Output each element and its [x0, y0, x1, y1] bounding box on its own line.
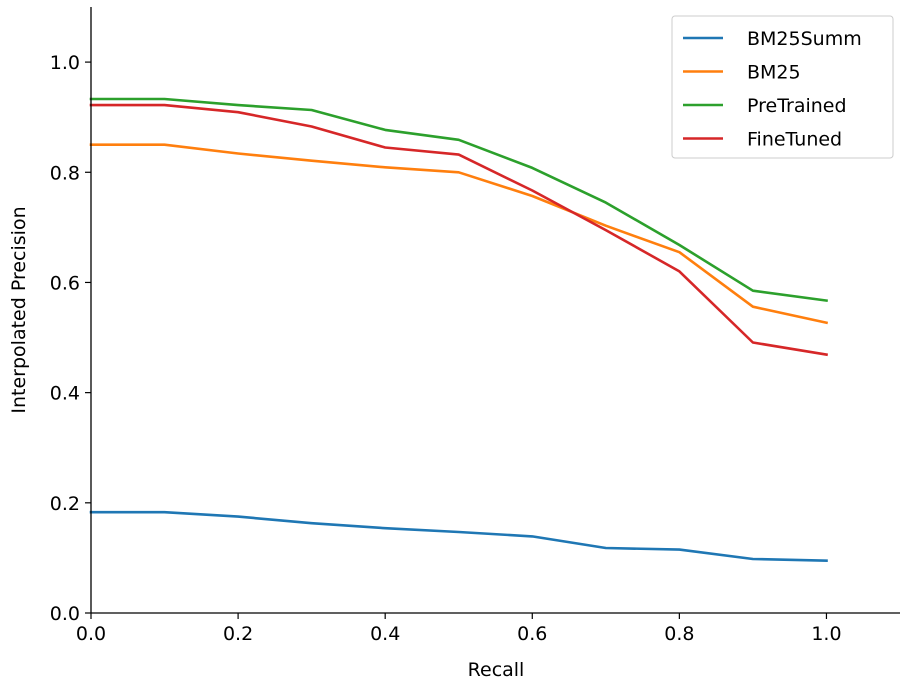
series-line-finetuned	[89, 103, 828, 357]
y-tick-label: 0.0	[50, 603, 80, 625]
axes-layer	[90, 7, 900, 614]
y-tick-label: 0.8	[50, 162, 80, 184]
y-ticks: 0.0 0.2 0.4 0.6 0.8 1.0	[50, 52, 91, 625]
x-tick-label: 0.2	[223, 623, 253, 645]
legend-box	[671, 15, 894, 159]
x-tick-label: 1.0	[811, 623, 841, 645]
series-line-bm25summ	[89, 510, 828, 563]
legend-label: PreTrained	[747, 95, 847, 117]
legend: BM25Summ BM25 PreTrained FineTuned	[671, 15, 894, 159]
y-tick-label: 0.2	[50, 493, 80, 515]
x-tick-label: 0.8	[664, 623, 694, 645]
y-tick-label: 0.6	[50, 272, 80, 294]
x-ticks: 0.0 0.2 0.4 0.6 0.8 1.0	[76, 613, 842, 645]
series-line-pretrained	[89, 97, 828, 303]
x-tick-label: 0.0	[76, 623, 106, 645]
series-line-bm25	[89, 143, 829, 325]
legend-label: BM25	[747, 62, 801, 84]
y-tick-label: 1.0	[50, 52, 80, 74]
x-tick-label: 0.6	[517, 623, 547, 645]
y-axis-label: Interpolated Precision	[8, 206, 30, 413]
x-tick-label: 0.4	[370, 623, 400, 645]
y-tick-label: 0.4	[50, 383, 80, 405]
x-axis-label: Recall	[468, 659, 525, 681]
legend-label: BM25Summ	[747, 28, 862, 50]
series-layer	[89, 97, 829, 563]
legend-label: FineTuned	[747, 129, 842, 151]
